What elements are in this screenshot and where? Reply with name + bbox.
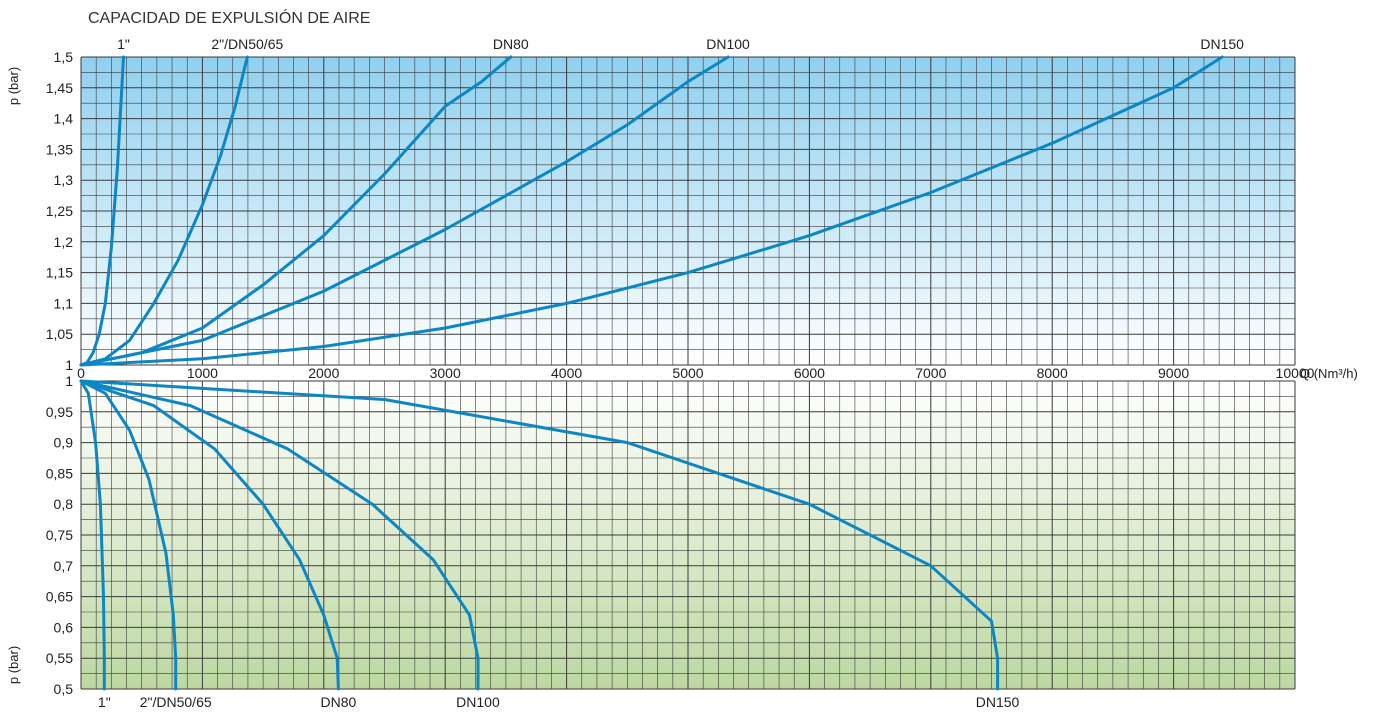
series-label: DN80 xyxy=(493,36,529,52)
y-tick-label: 1,45 xyxy=(46,80,73,96)
series-line xyxy=(79,55,730,367)
y-tick-label: 1,3 xyxy=(54,172,74,188)
series-line xyxy=(79,55,1224,367)
series-label: DN150 xyxy=(1200,36,1244,52)
x-tick-label: 2000 xyxy=(308,365,339,381)
series-line xyxy=(79,379,178,691)
series-label: DN100 xyxy=(456,694,500,710)
series-line xyxy=(79,379,340,691)
y-tick-label: 0,75 xyxy=(46,527,73,543)
y-tick-label: 0,55 xyxy=(46,650,73,666)
series-line xyxy=(79,55,513,367)
series-label: 2"/DN50/65 xyxy=(211,36,283,52)
y-tick-label: 0,6 xyxy=(54,619,74,635)
y-tick-label: 1,15 xyxy=(46,265,73,281)
x-tick-label: 0 xyxy=(77,365,85,381)
y-tick-label: 0,85 xyxy=(46,465,73,481)
y-tick-label: 1,35 xyxy=(46,141,73,157)
y-axis-label-top: p (bar) xyxy=(6,67,21,105)
y-tick-label: 0,5 xyxy=(54,681,74,697)
x-tick-label: 4000 xyxy=(551,365,582,381)
x-axis-label: Q (Nm³/h) xyxy=(1300,366,1358,381)
x-tick-label: 1000 xyxy=(187,365,218,381)
series-label: 1" xyxy=(117,36,130,52)
y-tick-label: 1,05 xyxy=(46,326,73,342)
y-tick-label: 1,25 xyxy=(46,203,73,219)
x-tick-label: 9000 xyxy=(1158,365,1189,381)
series-label: 1" xyxy=(98,694,111,710)
series-line xyxy=(79,55,249,367)
x-tick-label: 8000 xyxy=(1037,365,1068,381)
x-tick-label: 5000 xyxy=(672,365,703,381)
y-tick-label: 0,7 xyxy=(54,558,74,574)
upper-panel: 1 1,05 1,1 1,15 1,2 1,25 1,3 1,35 1,4 1,45 1,5 1" 2"… xyxy=(46,36,1315,381)
series-line xyxy=(79,55,125,367)
x-tick-label: 10000 xyxy=(1276,365,1315,381)
series-label: DN150 xyxy=(976,694,1020,710)
series-label: DN80 xyxy=(320,694,356,710)
y-axis-label-bottom: p (bar) xyxy=(6,646,21,684)
series-label: 2"/DN50/65 xyxy=(140,694,212,710)
y-tick-label: 0,65 xyxy=(46,589,73,605)
y-tick-label: 0,95 xyxy=(46,404,73,420)
y-tick-label: 1 xyxy=(65,357,73,373)
lower-panel: 0,5 0,55 0,6 0,65 0,7 0,75 0,8 0,85 0,9 0,95 1 1" 2"… xyxy=(46,373,1296,710)
y-tick-label: 1,5 xyxy=(54,49,74,65)
y-tick-label: 0,8 xyxy=(54,496,74,512)
y-tick-label: 0,9 xyxy=(54,435,74,451)
x-tick-label: 7000 xyxy=(915,365,946,381)
x-tick-label: 6000 xyxy=(794,365,825,381)
x-tick-label: 3000 xyxy=(430,365,461,381)
series-label: DN100 xyxy=(706,36,750,52)
chart-title: CAPACIDAD DE EXPULSIÓN DE AIRE xyxy=(88,8,370,27)
series-line xyxy=(79,379,1000,691)
y-tick-label: 1,4 xyxy=(54,111,74,127)
series-line xyxy=(79,379,106,691)
y-tick-label: 1,2 xyxy=(54,234,74,250)
y-tick-label: 1,1 xyxy=(54,295,74,311)
y-tick-label: 1 xyxy=(65,373,73,389)
series-line xyxy=(79,379,480,691)
